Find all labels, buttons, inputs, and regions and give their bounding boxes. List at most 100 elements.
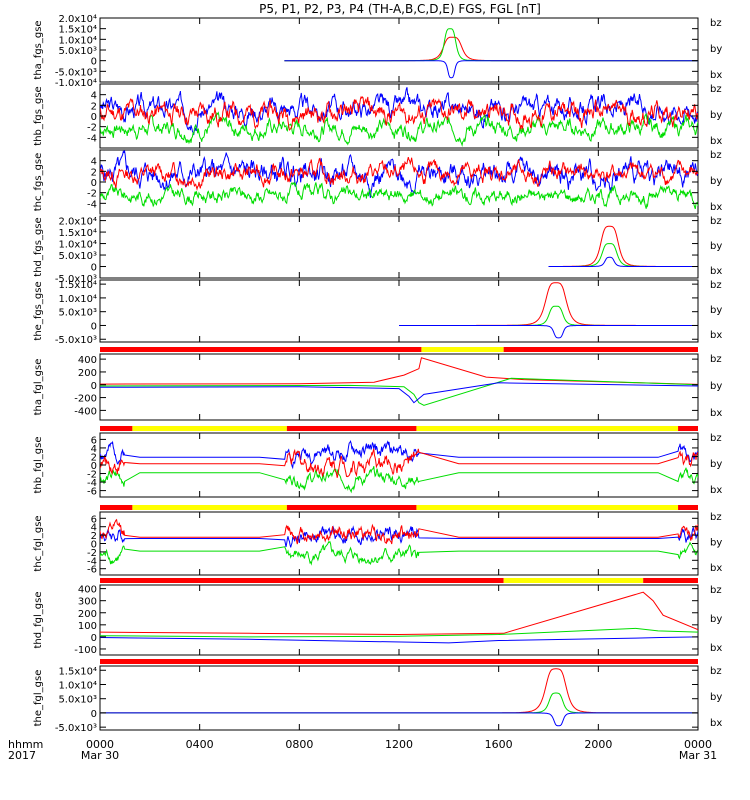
- legend-bx: bx: [710, 136, 722, 147]
- y-tick-label: -4: [87, 478, 97, 489]
- trace-by: [100, 111, 698, 148]
- legend-by: by: [710, 241, 722, 252]
- legend-bz: bz: [710, 585, 722, 596]
- panel-frame: [99, 584, 699, 656]
- trace-bx: [100, 712, 698, 727]
- trace-by: [100, 692, 698, 714]
- trace-bz: [100, 518, 698, 545]
- trace-bz: [100, 95, 698, 131]
- panel-tha_fgs_gse: -1.0x10⁴-5.0x10³05.0x10³1.0x10⁴1.5x10⁴2.…: [33, 14, 722, 89]
- trace-by: [399, 305, 698, 326]
- y-tick-label: 0: [91, 178, 97, 189]
- y-axis-label: thc_fgl_gse: [33, 515, 44, 571]
- legend-bx: bx: [710, 485, 722, 496]
- y-tick-label: -1.0x10⁴: [55, 78, 97, 89]
- y-axis-label: thb_fgs_gse: [33, 86, 44, 145]
- y-tick-label: -200: [74, 394, 97, 405]
- y-tick-label: -6: [87, 565, 97, 576]
- trace-bz: [548, 225, 698, 267]
- trace-bx: [100, 636, 698, 644]
- time-format-label: hhmm: [8, 738, 43, 751]
- y-tick-label: -5.0x10³: [55, 335, 97, 346]
- legend-bx: bx: [710, 643, 722, 654]
- y-tick-label: 2: [91, 167, 97, 178]
- panel-traces: [100, 668, 698, 727]
- x-tick-label: 0000: [684, 738, 712, 751]
- y-tick-label: -5.0x10³: [55, 723, 97, 734]
- y-tick-label: 4: [91, 444, 97, 455]
- y-axis-label: the_fgl_gse: [33, 670, 44, 727]
- panel-traces: [284, 28, 698, 79]
- y-tick-label: -5.0x10³: [55, 67, 97, 78]
- y-tick-label: -5.0x10³: [55, 274, 97, 285]
- legend-bx: bx: [710, 563, 722, 574]
- trace-bz: [100, 668, 698, 714]
- legend-bz: bz: [710, 84, 722, 95]
- y-tick-label: 0: [91, 540, 97, 551]
- status-bar-segment: [421, 347, 504, 352]
- trace-bz: [100, 156, 698, 192]
- y-tick-label: -2: [87, 470, 97, 481]
- y-tick-label: 0: [91, 112, 97, 123]
- legend-by: by: [710, 110, 722, 121]
- status-bar-segment: [678, 426, 698, 431]
- panel-tha_fgl_gse: -400-200 0 200 400 tha_fgl_gse bz by bx: [33, 347, 722, 421]
- y-tick-label: 0: [91, 263, 97, 274]
- y-tick-label: -2: [87, 189, 97, 200]
- y-tick-label: 0: [91, 381, 97, 392]
- y-tick-label: 4: [91, 523, 97, 534]
- status-bar-segment: [643, 578, 698, 583]
- status-bar-segment: [416, 426, 679, 431]
- status-bar-segment: [100, 659, 698, 664]
- trace-bx: [100, 87, 698, 136]
- status-bar-segment: [416, 505, 679, 510]
- trace-bz: [100, 357, 698, 385]
- trace-bx: [100, 150, 698, 198]
- status-bar-segment: [100, 505, 133, 510]
- trace-by: [100, 540, 698, 566]
- y-tick-label: 1.5x10⁴: [58, 666, 97, 677]
- legend-by: by: [710, 538, 722, 549]
- trace-by: [548, 243, 698, 267]
- panel-traces: [100, 518, 698, 566]
- panel-the_fgl_gse: -5.0x10³ 0 5.0x10³ 1.0x10⁴ 1.5x10⁴ the_fgl_gs…: [33, 659, 722, 734]
- panel-traces: [399, 282, 698, 339]
- y-tick-label: 2: [91, 531, 97, 542]
- y-tick-label: 400: [78, 585, 97, 596]
- legend-bx: bx: [710, 330, 722, 341]
- y-tick-label: 2: [91, 452, 97, 463]
- year-label: 2017: [8, 749, 36, 762]
- panel-frame: [99, 215, 699, 279]
- legend-bz: bz: [710, 150, 722, 161]
- y-tick-label: 2.0x10⁴: [58, 14, 97, 25]
- figure-title: P5, P1, P2, P3, P4 (TH-A,B,C,D,E) FGS, F…: [259, 2, 541, 16]
- legend-bz: bz: [710, 666, 722, 677]
- y-tick-label: 1.5x10⁴: [58, 228, 97, 239]
- y-tick-label: 1.5x10⁴: [58, 25, 97, 36]
- panel-frame: [99, 17, 699, 83]
- panel-the_fgs_gse: -5.0x10³ 0 5.0x10³ 1.0x10⁴ 1.5x10⁴ the_fgs_gs…: [33, 279, 722, 346]
- trace-by: [284, 28, 698, 62]
- legend-bz: bz: [710, 18, 722, 29]
- y-tick-label: 4: [91, 91, 97, 102]
- status-bar-segment: [503, 578, 644, 583]
- legend-bx: bx: [710, 408, 722, 419]
- y-tick-label: 5.0x10³: [58, 46, 97, 57]
- y-tick-label: -2: [87, 548, 97, 559]
- status-bar-segment: [132, 426, 287, 431]
- status-bar-segment: [132, 505, 287, 510]
- trace-bz: [100, 448, 698, 478]
- y-tick-label: 1.0x10⁴: [58, 680, 97, 691]
- legend-by: by: [710, 692, 722, 703]
- trace-bz: [284, 36, 698, 62]
- legend-bx: bx: [710, 70, 722, 81]
- legend-by: by: [710, 305, 722, 316]
- y-tick-label: 2: [91, 101, 97, 112]
- status-bar-segment: [100, 347, 422, 352]
- y-tick-label: 0: [91, 57, 97, 68]
